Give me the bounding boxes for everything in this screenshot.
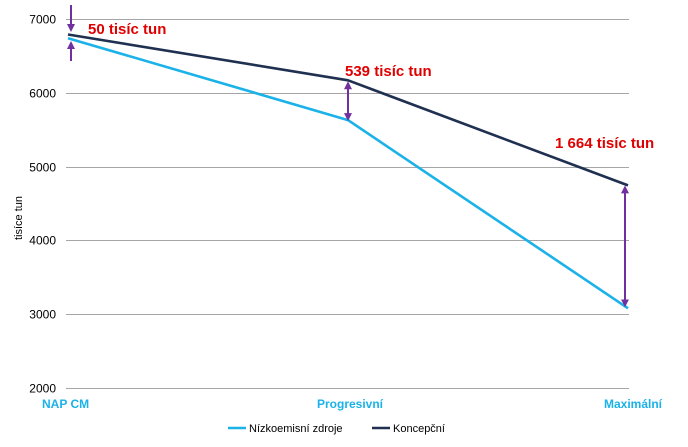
y-axis-label: tisíce tun bbox=[13, 196, 25, 240]
annotation-label: 1 664 tisíc tun bbox=[555, 135, 654, 152]
annotations: 50 tisíc tun 539 tisíc tun 1 664 tisíc tun bbox=[88, 21, 654, 152]
x-category-label: Progresivní bbox=[317, 397, 384, 411]
annotation-label: 50 tisíc tun bbox=[88, 21, 166, 38]
y-tick-label: 6000 bbox=[29, 87, 56, 101]
x-category-label: Maximální bbox=[604, 397, 663, 411]
legend: Nízkoemisní zdroje Koncepční bbox=[228, 423, 445, 435]
legend-label: Koncepční bbox=[393, 423, 445, 435]
y-tick-label: 2000 bbox=[29, 382, 56, 396]
difference-arrows bbox=[67, 5, 629, 308]
series-line-2 bbox=[67, 33, 629, 187]
y-tick-label: 4000 bbox=[29, 234, 56, 248]
y-tick-label: 3000 bbox=[29, 308, 56, 322]
y-tick-label: 5000 bbox=[29, 161, 56, 175]
legend-label: Nízkoemisní zdroje bbox=[249, 423, 343, 435]
annotation-label: 539 tisíc tun bbox=[345, 63, 432, 80]
x-axis-categories: NAP CM Progresivní Maximální bbox=[42, 397, 663, 411]
x-category-label: NAP CM bbox=[42, 397, 89, 411]
y-tick-label: 7000 bbox=[29, 13, 56, 27]
y-axis-ticks: 2000 3000 4000 5000 6000 7000 bbox=[29, 13, 56, 396]
